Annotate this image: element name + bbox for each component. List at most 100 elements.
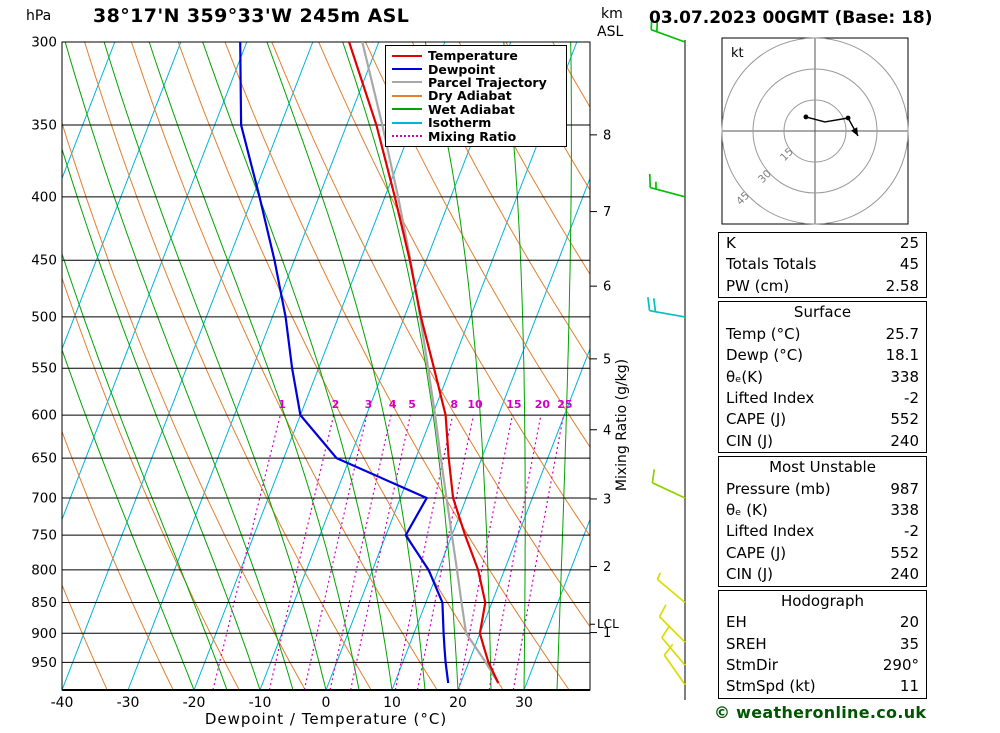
row-value: 11 — [899, 677, 919, 696]
table-row: StmSpd (kt) 11 — [719, 676, 926, 697]
km-tick-label: 7 — [603, 205, 611, 220]
legend-label: Dewpoint — [428, 61, 496, 77]
row-label: Totals Totals — [726, 255, 817, 274]
pressure-tick-label: 800 — [31, 562, 57, 578]
mixing-ratio-lines — [212, 414, 565, 690]
wind-barb — [658, 604, 686, 643]
wind-barb-tick — [647, 297, 651, 311]
pressure-tick-label: 550 — [31, 361, 57, 377]
row-value: -2 — [904, 388, 919, 407]
legend-line-sample — [392, 54, 422, 57]
table-row: Lifted Index -2 — [719, 521, 926, 542]
legend-label: Temperature — [428, 48, 518, 64]
pressure-tick-label: 850 — [31, 595, 57, 611]
sounding-curves — [239, 42, 500, 684]
wind-barb-staff — [652, 482, 686, 499]
dry-adiabat-line — [62, 430, 174, 690]
row-label: StmDir — [726, 656, 778, 674]
table-header: Most Unstable — [769, 458, 876, 477]
x-axis-title: Dewpoint / Temperature (°C) — [204, 710, 448, 728]
table-row: Lifted Index -2 — [719, 388, 926, 409]
mixing-ratio-label: 15 — [506, 398, 521, 411]
row-value: 25.7 — [885, 324, 919, 343]
row-label: CAPE (J) — [726, 410, 787, 429]
temperature-tick-label: 10 — [383, 695, 401, 711]
wind-barb — [663, 643, 686, 686]
table-row: Dewp (°C) 18.1 — [719, 345, 926, 366]
wind-barb-tick — [661, 625, 670, 639]
table-header: Hodograph — [780, 591, 865, 610]
pressure-tick-label: 950 — [31, 655, 57, 671]
legend-row: Temperature — [392, 49, 560, 62]
temperature-tick-label: -20 — [183, 695, 206, 711]
wind-barb-tick — [651, 469, 656, 483]
legend-row: Parcel Trajectory — [392, 76, 560, 89]
row-value: 338 — [890, 367, 919, 386]
row-value: 987 — [890, 479, 919, 498]
mixing-ratio-line — [329, 414, 392, 690]
mixing-ratio-label: 8 — [450, 398, 458, 411]
hodograph-trace-point — [803, 114, 809, 120]
mixing-ratio-label: 25 — [557, 398, 572, 411]
temperature-tick-label: -30 — [117, 695, 140, 711]
wet-adiabat-lines — [62, 42, 676, 690]
legend-label: Dry Adiabat — [428, 88, 512, 104]
row-label: PW (cm) — [726, 276, 790, 295]
table-row: θₑ (K) 338 — [719, 500, 926, 521]
isotherm-line — [457, 347, 590, 690]
row-label: Pressure (mb) — [726, 479, 831, 498]
wind-barb-column — [647, 16, 686, 700]
table-row: CAPE (J) 552 — [719, 543, 926, 564]
row-value: 552 — [890, 543, 919, 562]
mixing-ratio-line — [268, 414, 335, 690]
run-datetime: 03.07.2023 00GMT (Base: 18) — [649, 8, 933, 28]
row-label: Lifted Index — [726, 522, 815, 541]
km-tick-label: 5 — [603, 352, 611, 367]
temperature-curve — [348, 42, 500, 684]
wind-barb-tick — [652, 298, 657, 312]
wind-barb-staff — [649, 309, 686, 318]
wind-barb-tick — [658, 604, 667, 618]
pressure-tick-label: 450 — [31, 253, 57, 269]
isotherm-line — [325, 42, 578, 690]
pressure-tick-label: 500 — [31, 309, 57, 325]
pressure-tick-label: 300 — [31, 35, 57, 51]
row-value: 338 — [890, 501, 919, 520]
mixing-ratio-labels: 1 2 3 4 5 8 10 15 20 25 — [278, 398, 572, 411]
pressure-tick-label: 400 — [31, 189, 57, 205]
mixing-ratio-label: 1 — [278, 398, 286, 411]
lcl-label: LCL — [597, 617, 619, 631]
mixing-ratio-label: 20 — [535, 398, 551, 411]
wind-barb-staff — [661, 637, 686, 666]
km-tick-label: 4 — [603, 423, 611, 438]
table-row: CIN (J) 240 — [719, 431, 926, 452]
table-row: PW (cm) 2.58 — [719, 276, 926, 297]
legend-row: Dewpoint — [392, 61, 560, 77]
wet-adiabat-line — [623, 42, 676, 690]
row-label: K — [726, 234, 736, 252]
hodograph-unit-label: kt — [731, 46, 744, 61]
dry-adiabat-line — [62, 121, 306, 690]
temperature-tick-label: -40 — [51, 695, 74, 711]
isotherm-line — [127, 42, 380, 690]
table-row: Pressure (mb) 987 — [719, 479, 926, 500]
mixing-ratio-line — [512, 414, 565, 690]
dry-adiabat-line — [458, 42, 590, 276]
wind-barb-staff — [658, 616, 686, 643]
row-label: CAPE (J) — [726, 543, 787, 562]
row-label: Dewp (°C) — [726, 346, 804, 365]
wind-barb-halftick — [656, 572, 662, 580]
legend-line-sample — [392, 135, 422, 138]
row-value: 35 — [899, 634, 919, 653]
table-row: StmDir 290° — [719, 655, 926, 676]
pressure-tick-label: 350 — [31, 117, 57, 133]
mixing-ratio-line — [488, 414, 542, 690]
row-value: 20 — [899, 613, 919, 632]
wind-barb — [661, 625, 686, 666]
km-tick-label: 6 — [603, 280, 611, 295]
mixing-ratio-axis-label: Mixing Ratio (g/kg) — [614, 358, 630, 492]
isotherm-line — [62, 42, 314, 690]
legend-row: Wet Adiabat — [392, 103, 560, 116]
legend-label: Parcel Trajectory — [428, 74, 547, 90]
